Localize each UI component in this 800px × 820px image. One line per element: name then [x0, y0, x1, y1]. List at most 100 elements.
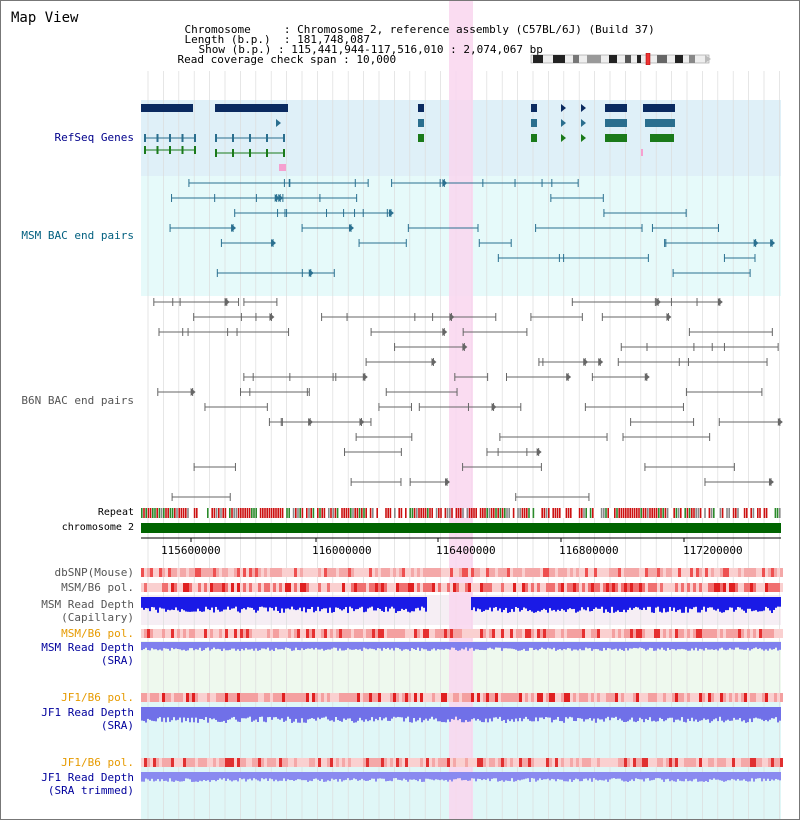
read-depth-bar — [183, 597, 185, 611]
polymorphism-strip — [750, 693, 753, 702]
read-depth-bar — [741, 642, 743, 650]
polymorphism-strip — [738, 583, 741, 592]
read-depth-bar — [151, 642, 153, 649]
read-depth-bar — [595, 642, 597, 649]
read-depth-bar — [759, 642, 761, 649]
polymorphism-strip — [774, 568, 777, 577]
polymorphism-strip — [450, 583, 453, 592]
track-label-b6n-bac[interactable]: B6N BAC end pairs — [21, 394, 134, 407]
polymorphism-strip — [768, 583, 771, 592]
repeat-mark — [649, 508, 651, 518]
polymorphism-strip — [216, 568, 219, 577]
read-depth-bar — [569, 642, 571, 649]
read-depth-bar — [251, 642, 253, 649]
track-label-msm-b6-pol-2[interactable]: MSM/B6 pol. — [61, 627, 134, 640]
read-depth-bar — [351, 772, 353, 780]
polymorphism-strip — [534, 693, 537, 702]
track-label-msm-bac[interactable]: MSM BAC end pairs — [21, 229, 134, 242]
polymorphism-strip — [657, 693, 660, 702]
polymorphism-strip — [552, 693, 555, 702]
polymorphism-strip — [219, 693, 222, 702]
polymorphism-strip — [672, 693, 675, 702]
polymorphism-strip — [588, 583, 591, 592]
polymorphism-strip — [360, 629, 363, 638]
polymorphism-strip — [567, 629, 570, 638]
polymorphism-strip — [339, 629, 342, 638]
track-label-dbsnp[interactable]: dbSNP(Mouse) — [54, 566, 134, 579]
b6n-bac-pair-arrow — [359, 418, 365, 426]
track-label-repeat[interactable]: Repeat — [97, 507, 134, 518]
read-depth-bar — [735, 772, 737, 781]
read-depth-bar — [761, 772, 763, 782]
read-depth-bar — [299, 707, 301, 723]
repeat-mark — [292, 508, 295, 518]
read-depth-bar — [261, 707, 263, 717]
polymorphism-strip — [597, 629, 600, 638]
repeat-mark — [719, 508, 722, 518]
read-depth-bar — [375, 772, 377, 782]
read-depth-bar — [313, 597, 315, 613]
read-depth-bar — [375, 642, 377, 651]
read-depth-bar — [537, 642, 539, 651]
polymorphism-strip — [153, 693, 156, 702]
read-depth-bar — [635, 597, 637, 607]
read-depth-bar — [481, 597, 483, 612]
track-label-msm-b6-pol-1[interactable]: MSM/B6 pol. — [61, 581, 134, 594]
polymorphism-strip — [357, 568, 360, 577]
polymorphism-strip — [447, 629, 450, 638]
repeat-mark — [684, 508, 686, 518]
read-depth-bar — [505, 597, 507, 608]
polymorphism-strip — [660, 693, 663, 702]
track-label-refseq[interactable]: RefSeq Genes — [54, 131, 134, 144]
repeat-mark — [396, 508, 398, 518]
polymorphism-strip — [309, 693, 312, 702]
repeat-mark — [750, 508, 752, 518]
polymorphism-strip — [372, 568, 375, 577]
read-depth-bar — [649, 772, 651, 781]
chromosome-ideogram[interactable] — [529, 53, 714, 65]
polymorphism-strip — [228, 693, 231, 702]
polymorphism-strip — [180, 693, 183, 702]
read-depth-bar — [565, 772, 567, 782]
read-depth-bar — [141, 707, 143, 721]
read-depth-bar — [641, 772, 643, 780]
track-label-chromosome[interactable]: chromosome 2 — [61, 522, 134, 533]
read-depth-bar — [221, 642, 223, 651]
polymorphism-strip — [606, 568, 609, 577]
track-label-jf1-b6-pol-1[interactable]: JF1/B6 pol. — [61, 691, 134, 704]
read-depth-bar — [523, 772, 525, 780]
polymorphism-strip — [210, 758, 213, 767]
read-depth-bar — [677, 707, 679, 720]
read-depth-bar — [621, 772, 623, 781]
read-depth-bar — [283, 707, 285, 722]
polymorphism-strip — [225, 568, 228, 577]
read-depth-bar — [275, 772, 277, 780]
polymorphism-strip — [429, 568, 432, 577]
gene-block — [641, 149, 643, 156]
read-depth-bar — [455, 642, 457, 650]
polymorphism-strip — [684, 583, 687, 592]
track-label-jf1-read-depth-sra[interactable]: JF1 Read Depth — [41, 706, 134, 719]
read-depth-bar — [179, 707, 181, 718]
track-label-jf1-b6-pol-2[interactable]: JF1/B6 pol. — [61, 756, 134, 769]
polymorphism-strip — [489, 629, 492, 638]
polymorphism-strip — [198, 629, 201, 638]
read-depth-bar — [595, 772, 597, 780]
polymorphism-strip — [486, 629, 489, 638]
read-depth-bar — [205, 642, 207, 649]
read-depth-bar — [717, 772, 719, 780]
read-depth-bar — [269, 772, 271, 779]
read-depth-bar — [419, 597, 421, 611]
repeat-mark — [218, 508, 220, 518]
track-label-msm-read-depth-capillary[interactable]: MSM Read Depth — [41, 598, 134, 611]
read-depth-bar — [545, 707, 547, 718]
read-depth-bar — [247, 772, 249, 780]
repeat-mark — [398, 508, 400, 518]
polymorphism-strip — [240, 758, 243, 767]
repeat-mark — [508, 508, 510, 518]
read-depth-bar — [431, 772, 433, 780]
track-label-jf1-read-depth-trimmed[interactable]: JF1 Read Depth — [41, 771, 134, 784]
track-label-msm-read-depth-sra[interactable]: MSM Read Depth — [41, 641, 134, 654]
read-depth-bar — [581, 772, 583, 782]
